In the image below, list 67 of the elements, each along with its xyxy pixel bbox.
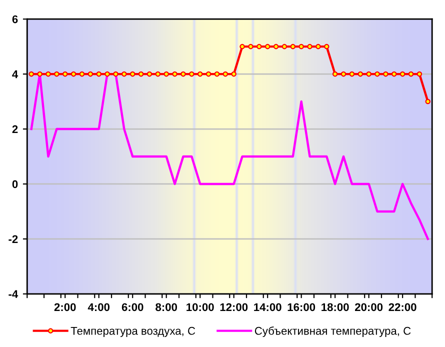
x-tick-label: 22:00 (388, 303, 416, 312)
point (408, 71, 414, 77)
point (130, 71, 136, 77)
point (349, 71, 355, 77)
point (383, 71, 388, 77)
point (324, 44, 330, 50)
x-tick-label: 2:00 (54, 303, 76, 312)
point (122, 71, 127, 77)
point (391, 71, 397, 77)
point (180, 71, 186, 77)
y-tick-label: 2 (12, 125, 18, 134)
point (62, 71, 68, 77)
point (146, 71, 152, 77)
point (155, 71, 161, 77)
y-tick-label: 6 (12, 15, 18, 24)
x-tick-label: 8:00 (156, 303, 178, 312)
point (316, 44, 321, 50)
point (231, 71, 236, 77)
point (206, 71, 212, 77)
x-tick-label: 14:00 (254, 303, 282, 312)
point (307, 44, 312, 50)
point (425, 98, 431, 104)
point (332, 71, 338, 77)
point (358, 71, 364, 77)
point (96, 71, 102, 77)
x-tick-label: 12:00 (220, 303, 248, 312)
point (70, 71, 76, 77)
point (256, 44, 262, 50)
point (189, 71, 194, 77)
point (290, 44, 296, 50)
point (197, 71, 203, 77)
point (79, 71, 85, 77)
point (104, 71, 110, 77)
point (88, 71, 94, 77)
point (46, 71, 51, 77)
point (164, 71, 169, 77)
point (214, 71, 220, 77)
point (248, 44, 254, 50)
y-tick-label: -4 (8, 290, 18, 298)
point (172, 71, 178, 77)
y-tick-label: -2 (8, 235, 18, 243)
x-tick-label: 10:00 (186, 303, 214, 312)
x-tick-label: 20:00 (355, 303, 383, 312)
y-tick-label: 0 (12, 180, 18, 188)
point (28, 71, 34, 77)
x-tick-label: 4:00 (88, 303, 110, 312)
point (374, 71, 380, 77)
x-tick-label: 6:00 (122, 303, 144, 312)
point (138, 71, 144, 77)
point (400, 71, 406, 77)
y-tick-label: 4 (12, 70, 18, 78)
x-tick-label: 16:00 (288, 303, 316, 312)
point (282, 44, 288, 50)
point (340, 71, 346, 77)
point (113, 71, 118, 77)
point (298, 44, 304, 50)
legend-label: Субъективная температура, С (254, 326, 411, 337)
x-tick-label: 18:00 (322, 303, 349, 312)
point (240, 44, 245, 50)
legend-label: Температура воздуха, С (70, 326, 196, 337)
point (54, 71, 60, 77)
point (416, 71, 422, 77)
point (222, 71, 228, 77)
point (273, 44, 279, 50)
point (37, 71, 42, 77)
point (264, 44, 270, 50)
point (366, 71, 372, 77)
